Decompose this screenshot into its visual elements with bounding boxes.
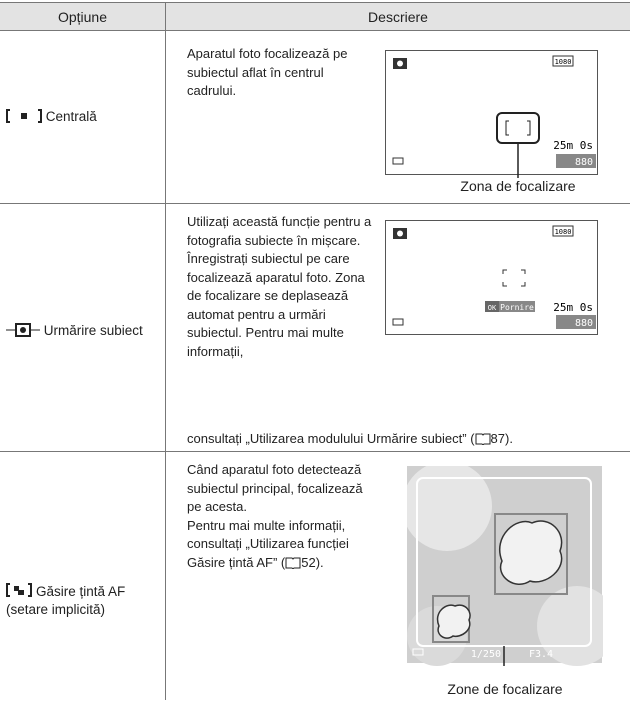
rule xyxy=(0,2,630,3)
description: Aparatul foto focalizează pe subiectul a… xyxy=(187,46,348,98)
screen: 1080 25m 0s 880 xyxy=(385,50,598,178)
caption: Zone de focalizare xyxy=(447,681,563,697)
shutter: 1/250 xyxy=(471,649,501,660)
rule xyxy=(0,203,630,204)
reference-text: Pentru mai multe informații, consultați … xyxy=(187,517,349,570)
reference-end: ). xyxy=(505,431,513,446)
divider xyxy=(165,2,166,700)
format: 1080 xyxy=(555,58,572,66)
reference-page: 52 xyxy=(301,554,316,570)
time: 25m 0s xyxy=(553,301,593,314)
format: 1080 xyxy=(555,228,572,236)
book-icon xyxy=(475,433,491,445)
description: Când aparatul foto detectează subiectul … xyxy=(187,461,367,572)
option-label: Găsire țintă AF (setare implicită) xyxy=(6,584,126,617)
rule xyxy=(0,451,630,452)
icon xyxy=(6,583,32,597)
reference-text: consultați „Utilizarea modulului Urmărir… xyxy=(187,431,475,446)
option: Centrală xyxy=(6,108,161,126)
option: Urmărire subiect xyxy=(6,322,161,340)
start: Pornire xyxy=(500,303,534,312)
description-text: Când aparatul foto detectează subiectul … xyxy=(187,462,363,514)
count: 880 xyxy=(575,157,593,168)
book-icon xyxy=(285,557,301,569)
reference-page: 87 xyxy=(490,431,506,446)
header-option: Opțiune xyxy=(57,9,108,25)
icon xyxy=(6,323,40,337)
description: Utilizați această funcție pentru a fotog… xyxy=(187,214,372,359)
icon xyxy=(6,109,42,123)
header-description: Descriere xyxy=(368,9,428,25)
ok: OK xyxy=(488,304,497,312)
time: 25m 0s xyxy=(553,139,593,152)
count: 880 xyxy=(575,318,593,329)
option-label: Centrală xyxy=(45,109,97,124)
option-label: Urmărire subiect xyxy=(43,323,143,338)
screen: 1080 OK Pornire 25m 0s 880 xyxy=(385,220,598,335)
reference: consultați „Utilizarea modulului Urmărir… xyxy=(187,431,513,446)
option: Găsire țintă AF (setare implicită) xyxy=(6,583,161,619)
reference-end: ). xyxy=(315,554,324,570)
header-bg xyxy=(0,2,630,30)
rule xyxy=(0,30,630,31)
photo-screen: 1/250 F3.4 xyxy=(407,466,603,666)
aperture: F3.4 xyxy=(529,649,553,660)
caption: Zona de focalizare xyxy=(460,178,576,194)
